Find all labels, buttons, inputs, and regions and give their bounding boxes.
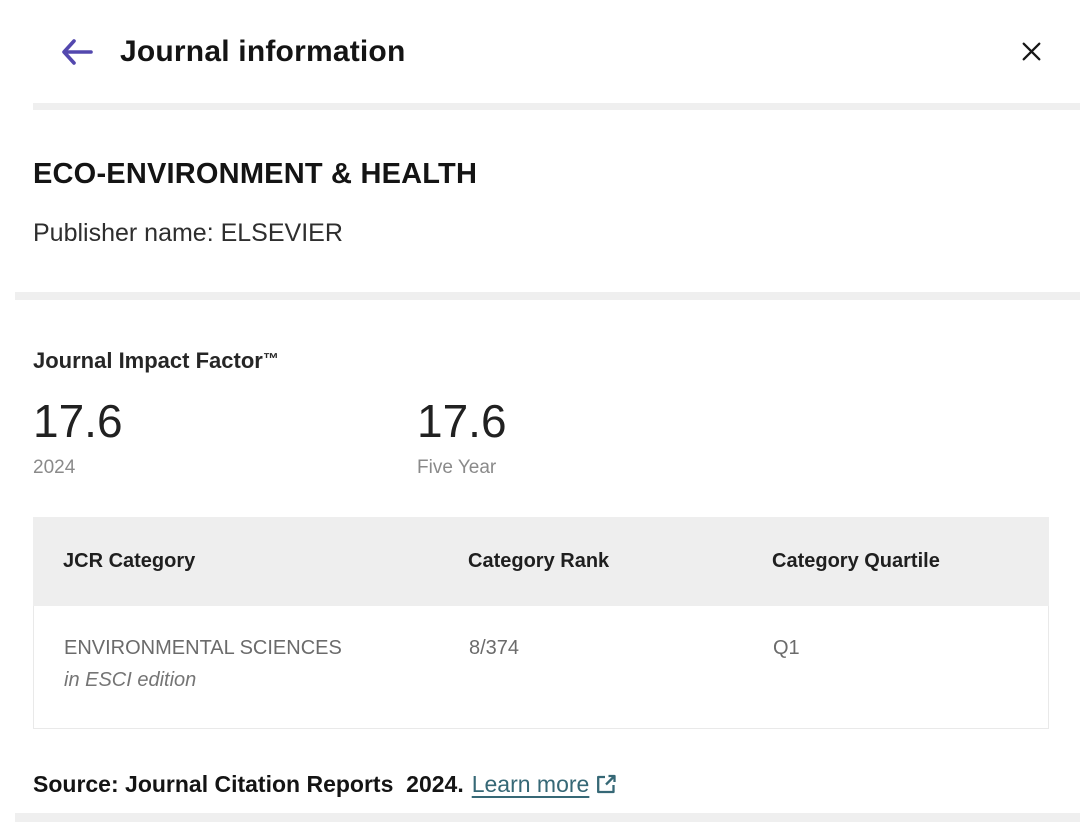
publisher-name: Publisher name: ELSEVIER: [33, 219, 343, 247]
metric-value: 17.6: [33, 395, 123, 447]
trademark-symbol: ™: [262, 351, 279, 368]
learn-more-label: Learn more: [471, 770, 590, 797]
external-link-icon: [594, 772, 618, 796]
panel-header: Journal information: [0, 0, 1080, 103]
arrow-left-icon: [60, 38, 94, 66]
table-row: ENVIRONMENTAL SCIENCES in ESCI edition 8…: [33, 605, 1049, 729]
category-quartile-cell: Q1: [773, 636, 800, 659]
source-text: Source: Journal Citation Reports 2024.: [33, 770, 464, 797]
page-title: Journal information: [120, 34, 406, 68]
learn-more-link[interactable]: Learn more: [472, 771, 619, 798]
header-divider: [33, 103, 1080, 110]
impact-factor-metrics: 17.6 2024 17.6 Five Year: [33, 396, 1047, 479]
column-header-jcr-category: JCR Category: [63, 549, 196, 572]
metric-label: Five Year: [417, 456, 497, 478]
impact-factor-heading-text: Journal Impact Factor: [33, 348, 263, 373]
metric-label: 2024: [33, 456, 76, 478]
category-rank-cell: 8/374: [469, 636, 520, 659]
metric-current-year: 17.6 2024: [33, 396, 417, 479]
journal-name: ECO-ENVIRONMENT & HEALTH: [33, 158, 478, 190]
bottom-divider: [15, 812, 1080, 822]
section-divider: [15, 292, 1080, 300]
table-header-row: JCR Category Category Rank Category Quar…: [33, 516, 1049, 606]
metric-value: 17.6: [417, 395, 507, 447]
metric-five-year: 17.6 Five Year: [417, 396, 801, 479]
category-cell: ENVIRONMENTAL SCIENCES in ESCI edition: [34, 637, 469, 692]
category-name: ENVIRONMENTAL SCIENCES: [64, 636, 342, 659]
column-header-category-quartile: Category Quartile: [772, 549, 940, 572]
category-edition: in ESCI edition: [64, 668, 197, 691]
back-button[interactable]: [58, 36, 96, 68]
close-button[interactable]: [1017, 37, 1046, 66]
source-line: Source: Journal Citation Reports 2024. L…: [33, 771, 1047, 798]
column-header-category-rank: Category Rank: [468, 549, 610, 572]
jcr-category-table: JCR Category Category Rank Category Quar…: [33, 516, 1049, 729]
impact-factor-heading: Journal Impact Factor™: [33, 348, 1047, 374]
close-icon: [1019, 39, 1044, 64]
